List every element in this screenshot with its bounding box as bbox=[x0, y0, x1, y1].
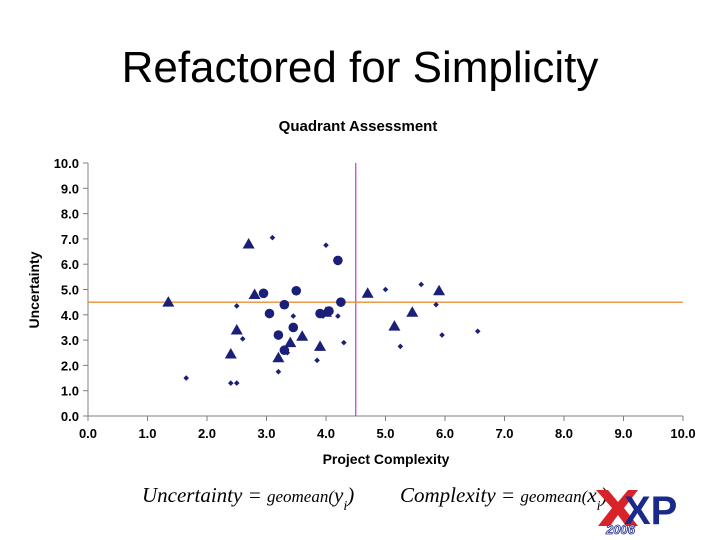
x-tick-label: 2.0 bbox=[198, 426, 216, 441]
formula-close: ) bbox=[347, 483, 355, 507]
data-point-diamond bbox=[433, 301, 439, 308]
data-point-diamond bbox=[439, 332, 445, 338]
y-tick-label: 5.0 bbox=[61, 283, 79, 298]
data-point-triangle bbox=[230, 323, 243, 335]
x-tick-label: 4.0 bbox=[317, 426, 335, 441]
x-tick-label: 8.0 bbox=[555, 426, 573, 441]
data-point-diamond bbox=[290, 313, 297, 319]
y-tick-label: 7.0 bbox=[61, 232, 79, 247]
data-point-circle bbox=[258, 288, 269, 299]
data-point-triangle bbox=[406, 306, 419, 317]
chart-title: Quadrant Assessment bbox=[279, 118, 438, 135]
data-point-diamond bbox=[233, 303, 240, 309]
y-tick-label: 3.0 bbox=[61, 333, 79, 348]
data-point-triangle bbox=[388, 320, 401, 331]
slide-title: Refactored for Simplicity bbox=[121, 43, 599, 92]
xp-2006-logo: XP 2006 bbox=[596, 489, 677, 536]
x-tick-label: 10.0 bbox=[670, 426, 695, 441]
data-point-triangle bbox=[361, 287, 374, 298]
y-tick-label: 10.0 bbox=[54, 156, 79, 171]
data-point-circle bbox=[324, 306, 334, 316]
data-points bbox=[162, 234, 481, 386]
x-axis-label: Project Complexity bbox=[323, 451, 450, 467]
data-point-triangle bbox=[296, 330, 309, 341]
formula-variable: y bbox=[334, 483, 344, 507]
data-point-triangle bbox=[433, 284, 446, 296]
y-tick-label: 9.0 bbox=[61, 181, 79, 196]
data-point-diamond bbox=[397, 343, 404, 350]
formula-function: geomean( bbox=[266, 487, 335, 506]
data-point-triangle bbox=[224, 348, 237, 359]
y-tick-label: 4.0 bbox=[61, 308, 79, 323]
data-point-diamond bbox=[314, 357, 320, 364]
chart-ticks: 0.0 1.0 2.0 3.0 4.0 5.0 6.0 7.0 8.0 9.0 10.0 0.0 1.0… bbox=[54, 156, 696, 441]
data-point-triangle bbox=[272, 351, 285, 363]
formula-subscript: i bbox=[343, 499, 348, 514]
data-point-diamond bbox=[284, 349, 291, 356]
x-tick-label: 7.0 bbox=[495, 426, 513, 441]
y-tick-label: 1.0 bbox=[61, 384, 79, 399]
data-point-diamond bbox=[320, 313, 326, 319]
formula-function: geomean( bbox=[520, 487, 588, 506]
data-point-diamond bbox=[269, 234, 276, 241]
y-tick-label: 0.0 bbox=[61, 409, 79, 424]
x-tick-label: 6.0 bbox=[436, 426, 454, 441]
data-point-diamond bbox=[239, 336, 246, 342]
data-point-circle bbox=[264, 308, 275, 319]
data-point-circle bbox=[333, 255, 343, 266]
data-point-triangle bbox=[162, 296, 175, 307]
formula-equals: = bbox=[247, 483, 262, 507]
x-tick-label: 0.0 bbox=[79, 426, 97, 441]
data-point-diamond bbox=[341, 339, 347, 346]
quadrant-scatter-chart: Quadrant Assessment Uncertainty Project … bbox=[26, 118, 696, 467]
y-tick-label: 6.0 bbox=[61, 257, 79, 272]
data-point-triangle bbox=[248, 288, 261, 300]
x-tick-label: 9.0 bbox=[614, 426, 632, 441]
data-point-triangle bbox=[242, 237, 255, 249]
data-point-circle bbox=[291, 285, 302, 296]
formula-variable: x bbox=[587, 483, 597, 507]
data-point-diamond bbox=[382, 286, 389, 293]
data-point-circle bbox=[336, 297, 346, 307]
x-tick-label: 1.0 bbox=[138, 426, 156, 441]
data-point-diamond bbox=[233, 380, 240, 386]
y-axis-label: Uncertainty bbox=[26, 251, 42, 328]
formula-lhs: Complexity bbox=[400, 483, 496, 507]
formula-equals: = bbox=[500, 483, 516, 507]
uncertainty-formula: Uncertainty = geomean(yi) bbox=[142, 483, 355, 514]
data-point-diamond bbox=[418, 281, 424, 288]
formula-lhs: Uncertainty bbox=[142, 483, 243, 507]
quadrant-lines bbox=[88, 163, 683, 416]
y-tick-label: 8.0 bbox=[61, 207, 79, 222]
x-tick-label: 3.0 bbox=[257, 426, 275, 441]
data-point-diamond bbox=[183, 375, 189, 381]
complexity-formula: Complexity = geomean(xi) bbox=[400, 483, 608, 514]
data-point-diamond bbox=[474, 328, 481, 335]
y-tick-label: 2.0 bbox=[61, 358, 79, 373]
logo-year: 2006 bbox=[605, 522, 636, 536]
data-point-circle bbox=[288, 322, 299, 333]
logo-text: XP bbox=[624, 489, 677, 533]
data-point-diamond bbox=[323, 242, 329, 249]
data-point-diamond bbox=[275, 368, 282, 375]
x-tick-label: 5.0 bbox=[376, 426, 394, 441]
data-point-diamond bbox=[335, 313, 341, 319]
data-point-triangle bbox=[284, 336, 297, 348]
data-point-diamond bbox=[228, 380, 234, 386]
data-point-triangle bbox=[314, 340, 327, 351]
data-point-circle bbox=[273, 330, 284, 340]
data-point-circle bbox=[279, 299, 290, 310]
formula-subscript: i bbox=[596, 499, 601, 514]
